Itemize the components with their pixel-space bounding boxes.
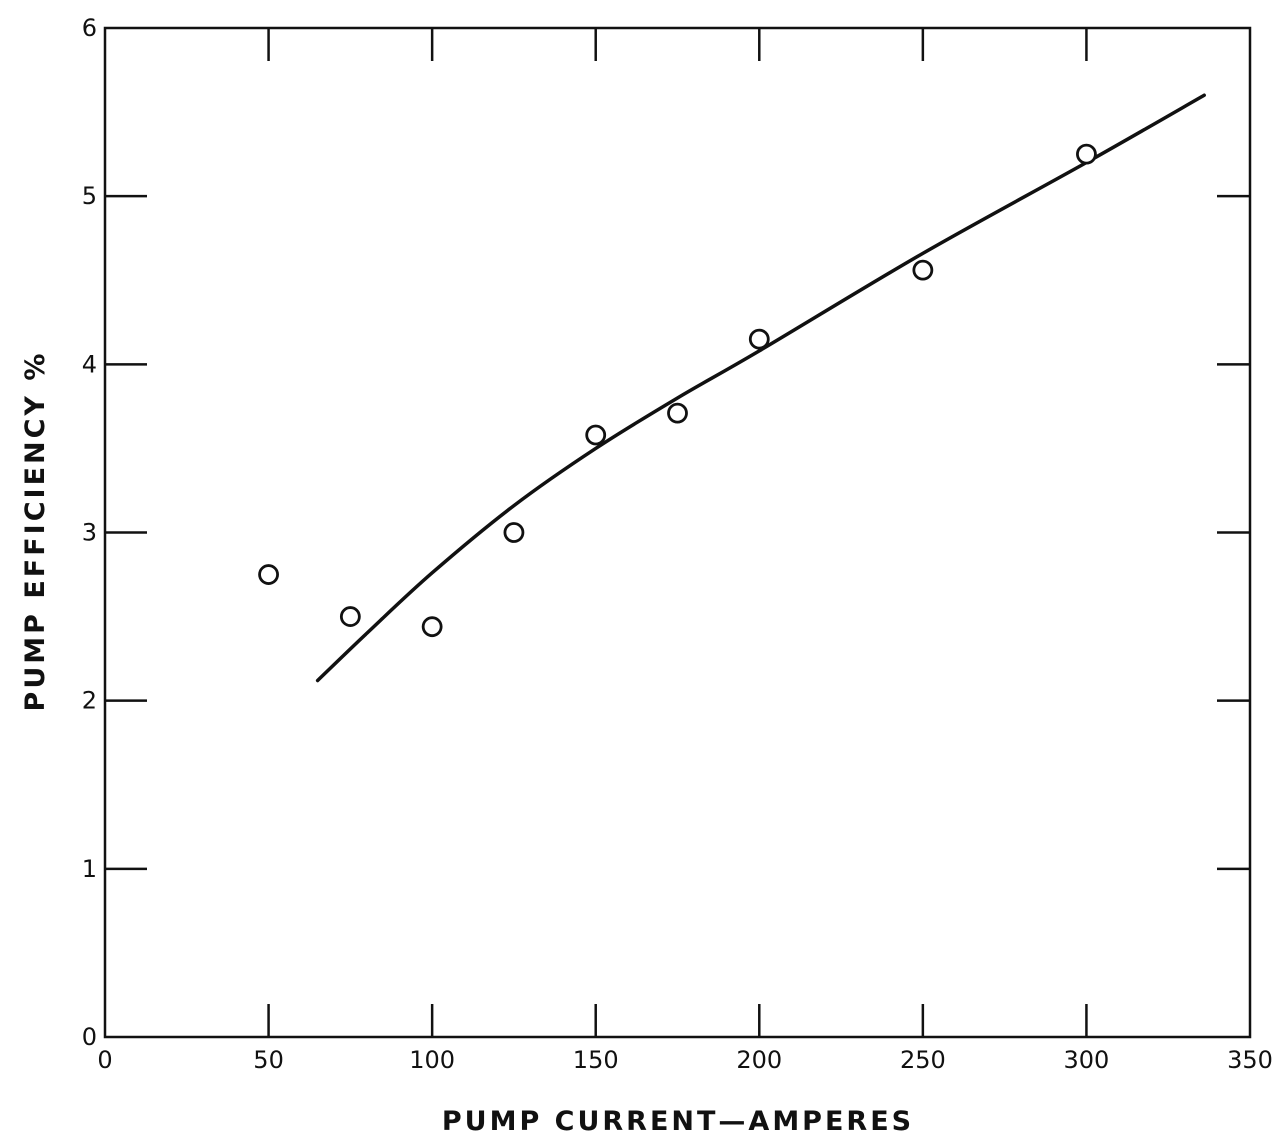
data-point (421, 616, 443, 638)
data-point (748, 328, 770, 350)
data-point (1076, 143, 1097, 165)
y-tick-label: 4 (82, 350, 97, 378)
y-axis-title: PUMP EFFICIENCY % (20, 351, 51, 712)
data-point (912, 259, 934, 281)
y-tick-label: 5 (82, 182, 97, 210)
x-tick-label: 350 (1227, 1046, 1273, 1074)
data-point (339, 606, 361, 627)
y-tick-label: 1 (82, 855, 97, 883)
x-tick-label: 200 (736, 1046, 782, 1074)
data-point (258, 564, 279, 585)
x-tick-label: 300 (1064, 1046, 1110, 1074)
y-tick-label: 2 (82, 687, 97, 715)
x-tick-label: 0 (97, 1046, 112, 1074)
data-point (503, 522, 525, 543)
data-point (667, 402, 688, 424)
y-tick-label: 3 (82, 519, 97, 547)
x-axis-title: PUMP CURRENT—AMPERES (442, 1106, 914, 1137)
x-tick-label: 150 (573, 1046, 619, 1074)
fit-curve (315, 93, 1206, 683)
data-point (585, 424, 607, 446)
x-tick-label: 50 (253, 1046, 284, 1074)
x-tick-label: 100 (409, 1046, 455, 1074)
x-tick-label: 250 (900, 1046, 946, 1074)
y-tick-label: 0 (82, 1023, 97, 1051)
y-tick-label: 6 (82, 14, 97, 42)
plot-frame (103, 26, 1252, 1039)
